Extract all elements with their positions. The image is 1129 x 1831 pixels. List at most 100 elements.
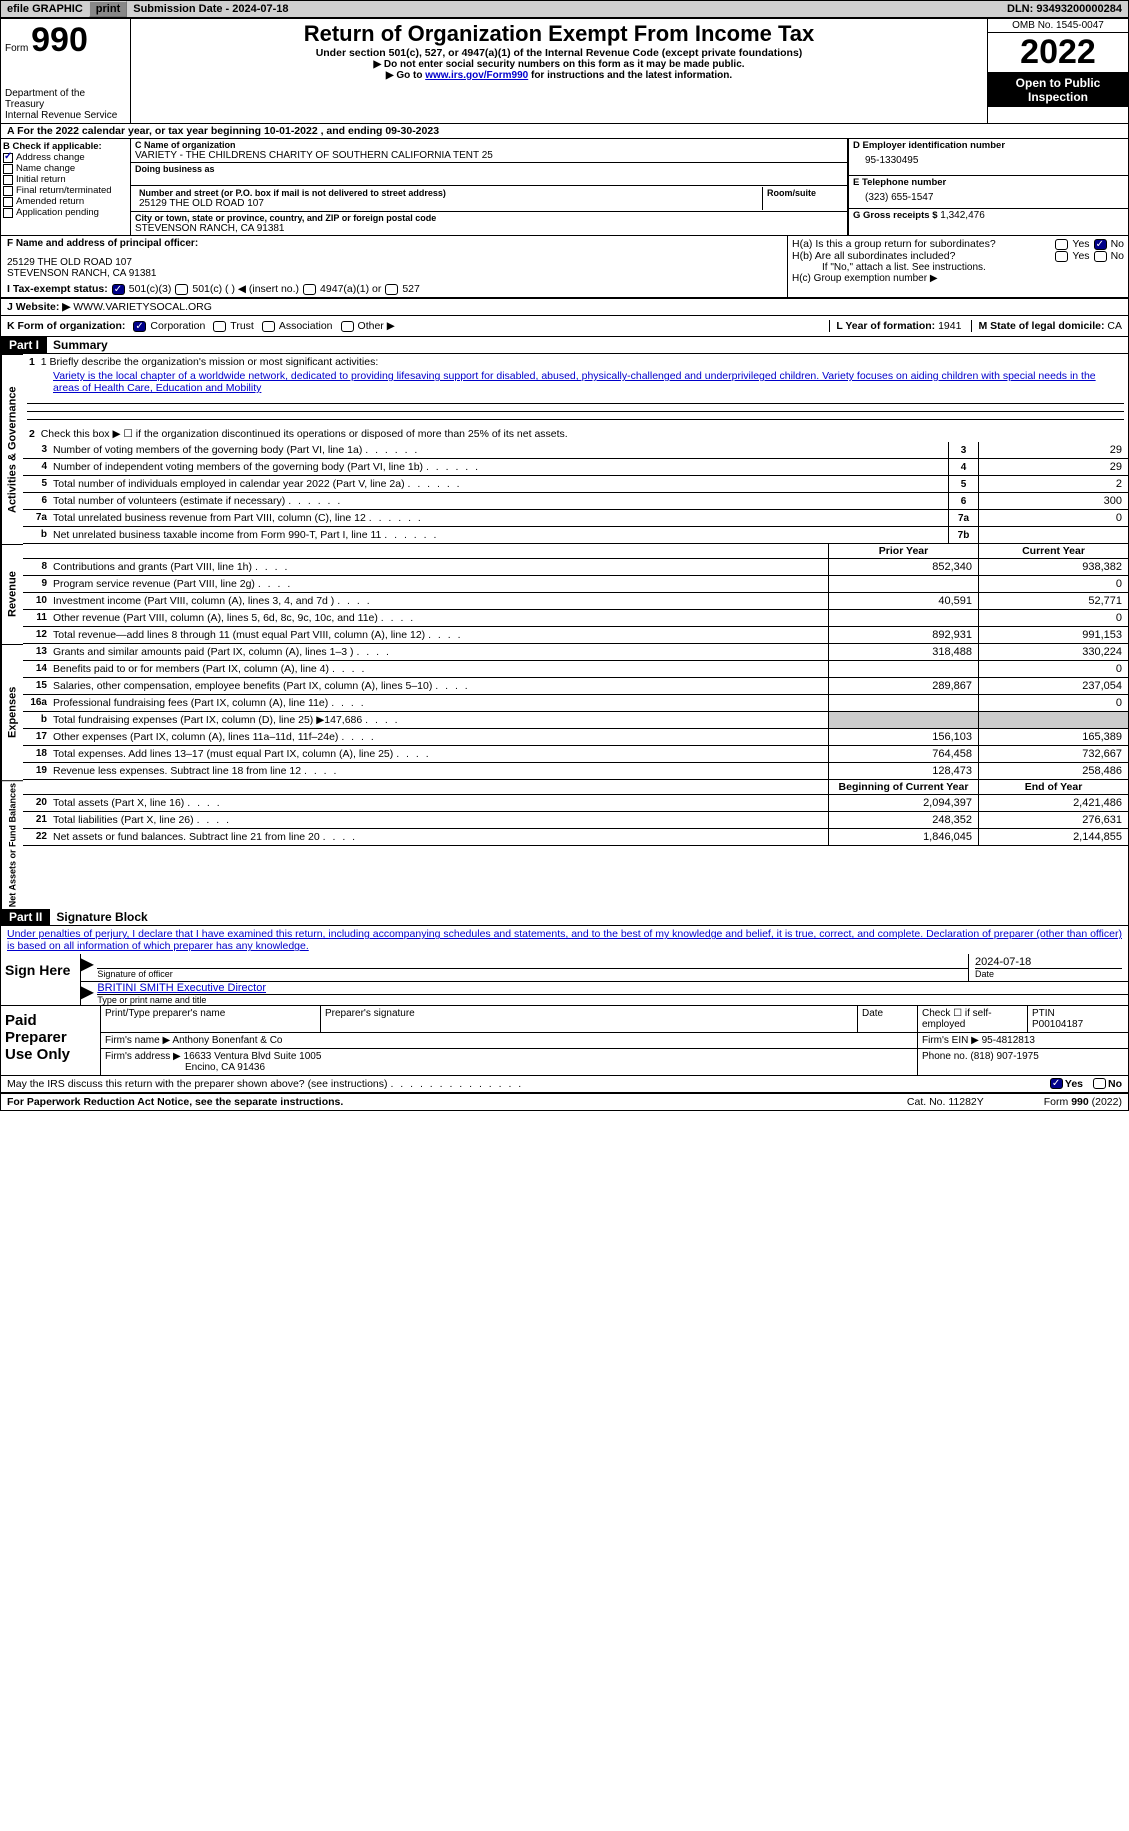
- current-14: 0: [978, 661, 1128, 677]
- firm-name: Anthony Bonenfant & Co: [172, 1035, 282, 1046]
- 501c-checkbox[interactable]: [175, 284, 188, 295]
- current-12: 991,153: [978, 627, 1128, 643]
- discuss-yes-checkbox[interactable]: [1050, 1078, 1063, 1089]
- org-name: VARIETY - THE CHILDRENS CHARITY OF SOUTH…: [135, 150, 843, 161]
- prior-10: 40,591: [828, 593, 978, 609]
- cb-label-3: Final return/terminated: [16, 185, 112, 196]
- irs-label: Internal Revenue Service: [5, 110, 126, 121]
- current-15: 237,054: [978, 678, 1128, 694]
- ha-no-checkbox[interactable]: [1094, 239, 1107, 250]
- prior-9: [828, 576, 978, 592]
- irs-link[interactable]: www.irs.gov/Form990: [425, 70, 528, 81]
- discuss-no-checkbox[interactable]: [1093, 1078, 1106, 1089]
- prior-b: [828, 712, 978, 728]
- prior-19: 128,473: [828, 763, 978, 779]
- ha-yes-checkbox[interactable]: [1055, 239, 1068, 250]
- 4947-checkbox[interactable]: [303, 284, 316, 295]
- ha-no: No: [1111, 238, 1124, 250]
- dept-label: Department of the Treasury: [5, 88, 126, 110]
- current-10: 52,771: [978, 593, 1128, 609]
- domicile-value: CA: [1107, 320, 1122, 332]
- hb-yes-checkbox[interactable]: [1055, 251, 1068, 262]
- inspection-label: Open to Public Inspection: [988, 73, 1128, 107]
- current-20: 2,421,486: [978, 795, 1128, 811]
- room-label: Room/suite: [767, 188, 839, 198]
- self-employed-check: Check ☐ if self-employed: [918, 1006, 1028, 1032]
- gov-val-b: [978, 527, 1128, 543]
- hb-no-checkbox[interactable]: [1094, 251, 1107, 262]
- k-opt-3: Other ▶: [358, 320, 395, 332]
- checkbox-3[interactable]: [3, 186, 13, 196]
- omb-number: OMB No. 1545-0047: [988, 19, 1128, 33]
- checkbox-0[interactable]: [3, 153, 13, 163]
- cb-label-4: Amended return: [16, 196, 84, 207]
- k-opt-2: Association: [279, 320, 333, 332]
- prior-18: 764,458: [828, 746, 978, 762]
- current-16a: 0: [978, 695, 1128, 711]
- hb-label: H(b) Are all subordinates included?: [792, 250, 1051, 262]
- hb-yes: Yes: [1072, 250, 1089, 262]
- discuss-no: No: [1108, 1078, 1122, 1090]
- 527-checkbox[interactable]: [385, 284, 398, 295]
- year-formation-label: L Year of formation:: [836, 320, 935, 332]
- efile-label: efile GRAPHIC: [1, 3, 89, 15]
- dln-label: DLN: 93493200000284: [1007, 3, 1128, 15]
- hc-label: H(c) Group exemption number ▶: [792, 273, 1124, 284]
- gov-val-7a: 0: [978, 510, 1128, 526]
- 501c3-checkbox[interactable]: [112, 284, 125, 295]
- org-name-label: C Name of organization: [135, 140, 843, 150]
- opt-4947: 4947(a)(1) or: [320, 283, 381, 295]
- firm-addr-label: Firm's address ▶: [105, 1051, 181, 1062]
- firm-name-label: Firm's name ▶: [105, 1035, 170, 1046]
- city-state-zip: STEVENSON RANCH, CA 91381: [135, 223, 843, 234]
- k-opt-1-checkbox[interactable]: [213, 321, 226, 332]
- note-ssn: ▶ Do not enter social security numbers o…: [135, 59, 983, 70]
- k-opt-3-checkbox[interactable]: [341, 321, 354, 332]
- phone-value: (323) 655-1547: [853, 188, 1124, 207]
- k-opt-0-checkbox[interactable]: [133, 321, 146, 332]
- discuss-yes: Yes: [1065, 1078, 1083, 1090]
- prior-22: 1,846,045: [828, 829, 978, 845]
- prior-21: 248,352: [828, 812, 978, 828]
- sig-date-label: Date: [975, 968, 1122, 979]
- checkbox-4[interactable]: [3, 197, 13, 207]
- prior-year-header: Prior Year: [828, 544, 978, 558]
- col-b-header: B Check if applicable:: [3, 141, 128, 152]
- mission-label: 1 1 Briefly describe the organization's …: [23, 354, 1128, 370]
- line2-text: Check this box ▶ ☐ if the organization d…: [41, 428, 568, 440]
- current-22: 2,144,855: [978, 829, 1128, 845]
- checkbox-1[interactable]: [3, 164, 13, 174]
- prior-15: 289,867: [828, 678, 978, 694]
- current-21: 276,631: [978, 812, 1128, 828]
- current-9: 0: [978, 576, 1128, 592]
- print-button[interactable]: print: [89, 1, 127, 17]
- cb-label-1: Name change: [16, 163, 75, 174]
- hb-no: No: [1111, 250, 1124, 262]
- dba-label: Doing business as: [135, 164, 843, 174]
- section-governance: Activities & Governance: [1, 354, 23, 544]
- paid-preparer-label: Paid Preparer Use Only: [1, 1006, 101, 1075]
- prior-17: 156,103: [828, 729, 978, 745]
- ein-value: 95-1330495: [853, 151, 1124, 174]
- street-address: 25129 THE OLD ROAD 107: [139, 198, 758, 209]
- current-13: 330,224: [978, 644, 1128, 660]
- preparer-date-label: Date: [858, 1006, 918, 1032]
- sig-arrow2-icon: ▶: [81, 982, 93, 1005]
- form-title: Return of Organization Exempt From Incom…: [135, 21, 983, 47]
- opt-501c: 501(c) ( ) ◀ (insert no.): [192, 283, 299, 295]
- firm-ein: 95-4812813: [982, 1035, 1035, 1046]
- k-opt-2-checkbox[interactable]: [262, 321, 275, 332]
- preparer-sig-label: Preparer's signature: [321, 1006, 858, 1032]
- declaration-text: Under penalties of perjury, I declare th…: [1, 926, 1128, 954]
- gov-val-3: 29: [978, 442, 1128, 458]
- website-value: WWW.VARIETYSOCAL.ORG: [73, 301, 212, 313]
- prior-12: 892,931: [828, 627, 978, 643]
- sig-date: 2024-07-18: [975, 956, 1122, 968]
- city-label: City or town, state or province, country…: [135, 213, 843, 223]
- checkbox-5[interactable]: [3, 208, 13, 218]
- part1-title: Summary: [47, 338, 108, 352]
- checkbox-2[interactable]: [3, 175, 13, 185]
- form-number: 990: [31, 21, 88, 59]
- form-ref: Form 990 (2022): [1044, 1096, 1122, 1108]
- section-net-assets: Net Assets or Fund Balances: [1, 780, 23, 909]
